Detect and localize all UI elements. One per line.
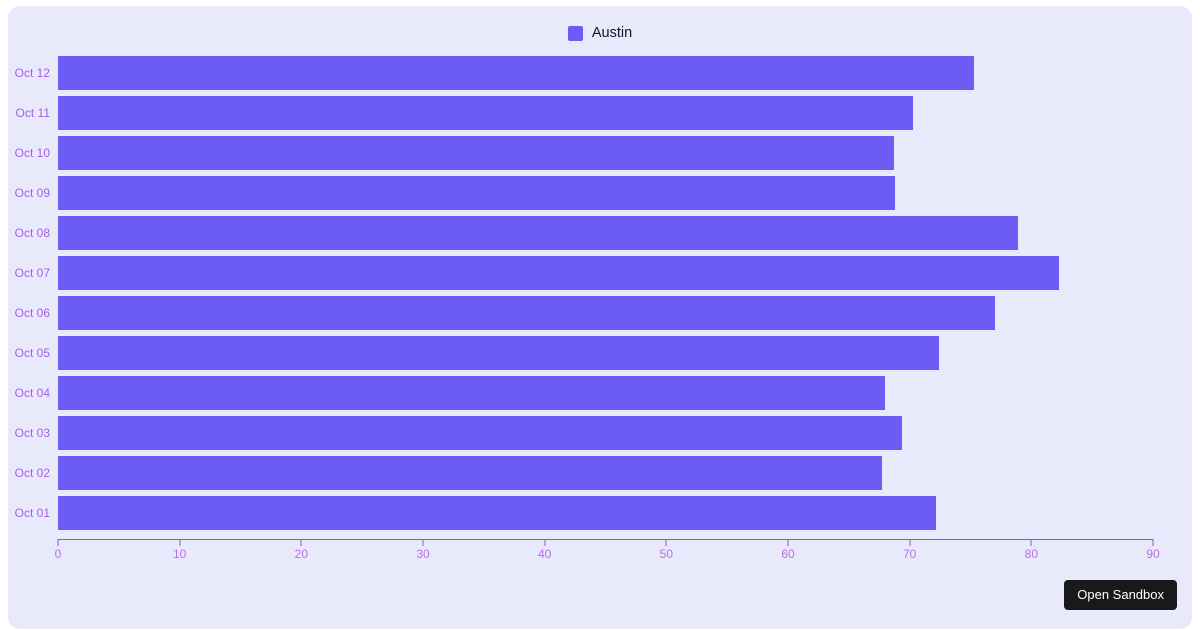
y-axis-label: Oct 08 bbox=[14, 226, 50, 240]
y-axis-label: Oct 10 bbox=[14, 146, 50, 160]
bar-austin[interactable] bbox=[58, 416, 903, 450]
bar-row: Oct 04 bbox=[15, 376, 1153, 416]
bar-row: Oct 05 bbox=[15, 336, 1153, 376]
bar-austin[interactable] bbox=[58, 176, 896, 210]
y-axis-label: Oct 06 bbox=[14, 306, 50, 320]
open-sandbox-button[interactable]: Open Sandbox bbox=[1064, 580, 1177, 610]
bar-row: Oct 12 bbox=[15, 56, 1153, 96]
y-axis-label: Oct 03 bbox=[14, 426, 50, 440]
y-axis-label: Oct 05 bbox=[14, 346, 50, 360]
x-axis-tick bbox=[909, 539, 911, 546]
y-axis-label: Oct 09 bbox=[14, 186, 50, 200]
bar-austin[interactable] bbox=[58, 256, 1060, 290]
x-axis-tick-label: 10 bbox=[172, 547, 187, 561]
y-axis-label: Oct 01 bbox=[14, 506, 50, 520]
bar-austin[interactable] bbox=[58, 96, 914, 130]
y-axis-label: Oct 04 bbox=[14, 386, 50, 400]
bar-austin[interactable] bbox=[58, 456, 882, 490]
bar-austin[interactable] bbox=[58, 216, 1018, 250]
bar-row: Oct 11 bbox=[16, 96, 1153, 136]
bar-austin[interactable] bbox=[58, 336, 939, 370]
x-axis-tick bbox=[787, 539, 789, 546]
x-axis-tick bbox=[57, 539, 59, 546]
x-axis-tick bbox=[665, 539, 667, 546]
bar-austin[interactable] bbox=[58, 56, 975, 90]
x-axis-tick-label: 0 bbox=[54, 547, 62, 561]
bar-austin[interactable] bbox=[58, 496, 937, 530]
bar-row: Oct 01 bbox=[15, 496, 1153, 536]
x-axis-tick-label: 20 bbox=[294, 547, 309, 561]
x-axis-tick bbox=[300, 539, 302, 546]
bar-row: Oct 08 bbox=[15, 216, 1153, 256]
bar-chart: Oct 12 Oct 11 Oct 10 Oct 09 Oct 08 Oct 07 Oct … bbox=[15, 56, 1153, 536]
y-axis-label: Oct 07 bbox=[14, 266, 50, 280]
x-axis-tick bbox=[179, 539, 181, 546]
y-axis-label: Oct 02 bbox=[14, 466, 50, 480]
legend-item-austin[interactable]: Austin bbox=[0, 25, 1200, 41]
x-axis-tick-label: 80 bbox=[1024, 547, 1039, 561]
y-axis-label: Oct 11 bbox=[15, 106, 50, 120]
x-axis-tick-label: 40 bbox=[537, 547, 552, 561]
x-axis-tick-label: 60 bbox=[781, 547, 795, 561]
x-axis-tick bbox=[544, 539, 546, 546]
bar-austin[interactable] bbox=[58, 136, 894, 170]
bar-row: Oct 03 bbox=[15, 416, 1153, 456]
bar-austin[interactable] bbox=[58, 376, 886, 410]
bar-row: Oct 02 bbox=[15, 456, 1153, 496]
x-axis: 0 10 20 30 40 50 60 70 80 90 bbox=[55, 539, 1160, 561]
x-axis-tick bbox=[1030, 539, 1032, 546]
x-axis-tick-label: 50 bbox=[659, 547, 674, 561]
x-axis-tick-label: 30 bbox=[416, 547, 430, 561]
x-axis-tick bbox=[422, 539, 424, 546]
legend-swatch-icon bbox=[567, 25, 583, 41]
bar-austin[interactable] bbox=[58, 296, 995, 330]
x-axis-tick-label: 70 bbox=[902, 547, 917, 561]
x-axis-tick bbox=[1152, 539, 1154, 546]
legend-label: Austin bbox=[591, 25, 633, 41]
x-axis-tick-label: 90 bbox=[1146, 547, 1160, 561]
y-axis-label: Oct 12 bbox=[14, 66, 50, 80]
bar-row: Oct 07 bbox=[15, 256, 1153, 296]
bar-row: Oct 10 bbox=[15, 136, 1153, 176]
bar-row: Oct 06 bbox=[15, 296, 1153, 336]
bar-row: Oct 09 bbox=[15, 176, 1153, 216]
